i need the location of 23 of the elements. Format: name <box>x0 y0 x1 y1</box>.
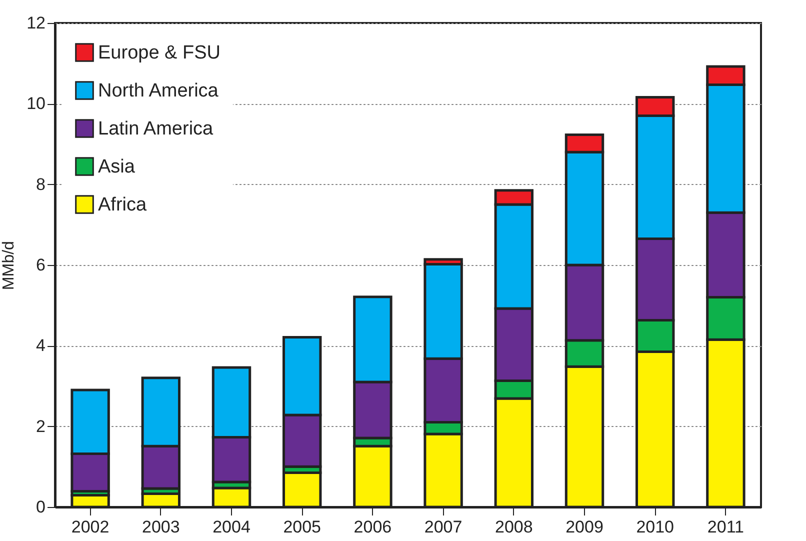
legend-label: Latin America <box>98 118 214 140</box>
y-tick-label: 10 <box>26 94 46 114</box>
y-tick-label: 2 <box>36 416 46 436</box>
x-tick-label: 2011 <box>707 518 744 536</box>
x-tick-label: 2008 <box>494 518 533 536</box>
x-tick-label: 2007 <box>424 518 462 536</box>
x-tick-label: 2003 <box>142 518 180 536</box>
y-tick-label: 0 <box>36 498 46 516</box>
y-axis-title: MMb/d <box>0 241 18 290</box>
x-tick-label: 2006 <box>354 518 392 536</box>
x-tick-label: 2005 <box>283 518 322 536</box>
legend-label: Africa <box>98 194 147 216</box>
y-tick-label: 6 <box>36 256 46 274</box>
legend-label: Asia <box>98 156 136 178</box>
y-tick-label: 8 <box>36 174 46 194</box>
legend-label: North America <box>98 80 219 102</box>
x-tick-label: 2002 <box>71 518 110 536</box>
legend-label: Europe & FSU <box>98 42 220 64</box>
x-tick-label: 2009 <box>566 518 604 536</box>
x-tick-label: 2004 <box>212 518 250 536</box>
y-tick-label: 4 <box>36 336 46 356</box>
y-tick-label: 12 <box>26 14 46 32</box>
x-tick-label: 2010 <box>636 518 674 536</box>
